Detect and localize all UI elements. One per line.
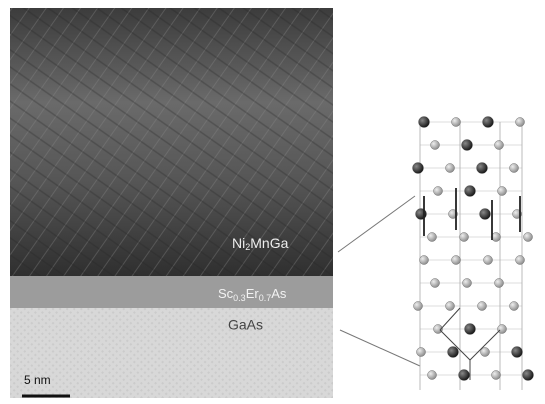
atom [414, 302, 423, 311]
connector-lines [338, 196, 420, 366]
atom [446, 302, 455, 311]
scale-bar-label: 5 nm [24, 373, 51, 387]
atom [413, 163, 424, 174]
atom [516, 118, 525, 127]
atom [524, 233, 533, 242]
atom [480, 209, 491, 220]
micrograph: Ni2MnGa Sc0.3Er0.7As GaAs 5 nm [10, 8, 333, 398]
atom [510, 302, 519, 311]
figure: Ni2MnGa Sc0.3Er0.7As GaAs 5 nm [0, 0, 545, 404]
atom [523, 370, 534, 381]
bond [440, 308, 460, 330]
atom [498, 187, 507, 196]
subscript: 0.3 [233, 293, 246, 303]
connector [340, 330, 420, 366]
label-part: Er [246, 286, 260, 301]
atom [428, 371, 437, 380]
atom [495, 141, 504, 150]
atom [448, 347, 459, 358]
atom [431, 141, 440, 150]
atom [465, 324, 476, 335]
atom [459, 370, 470, 381]
atom [452, 256, 461, 265]
atom [460, 233, 469, 242]
atom [512, 347, 523, 358]
atom [434, 187, 443, 196]
label-part: MnGa [250, 235, 288, 251]
crystal-structure [413, 117, 534, 391]
atom [483, 117, 494, 128]
label-part: Sc [218, 286, 234, 301]
substrate-label: GaAs [228, 317, 263, 333]
substrate-texture [10, 308, 333, 398]
subscript: 0.7 [259, 293, 272, 303]
connector [338, 196, 415, 252]
atom [477, 163, 488, 174]
atom [417, 348, 426, 357]
atom [516, 256, 525, 265]
atom [498, 325, 507, 334]
label-part: Ni [232, 235, 245, 251]
atom [484, 256, 493, 265]
atom [431, 279, 440, 288]
atom [463, 279, 472, 288]
atom [465, 186, 476, 197]
atom [495, 279, 504, 288]
film-label: Ni2MnGa [232, 235, 289, 253]
atom [428, 233, 437, 242]
atom [478, 302, 487, 311]
atom [492, 371, 501, 380]
label-part: As [271, 286, 287, 301]
atom [510, 164, 519, 173]
atom [420, 256, 429, 265]
atom [462, 140, 473, 151]
atom [419, 117, 430, 128]
atom [446, 164, 455, 173]
atom [452, 118, 461, 127]
interlayer-label: Sc0.3Er0.7As [218, 286, 287, 303]
